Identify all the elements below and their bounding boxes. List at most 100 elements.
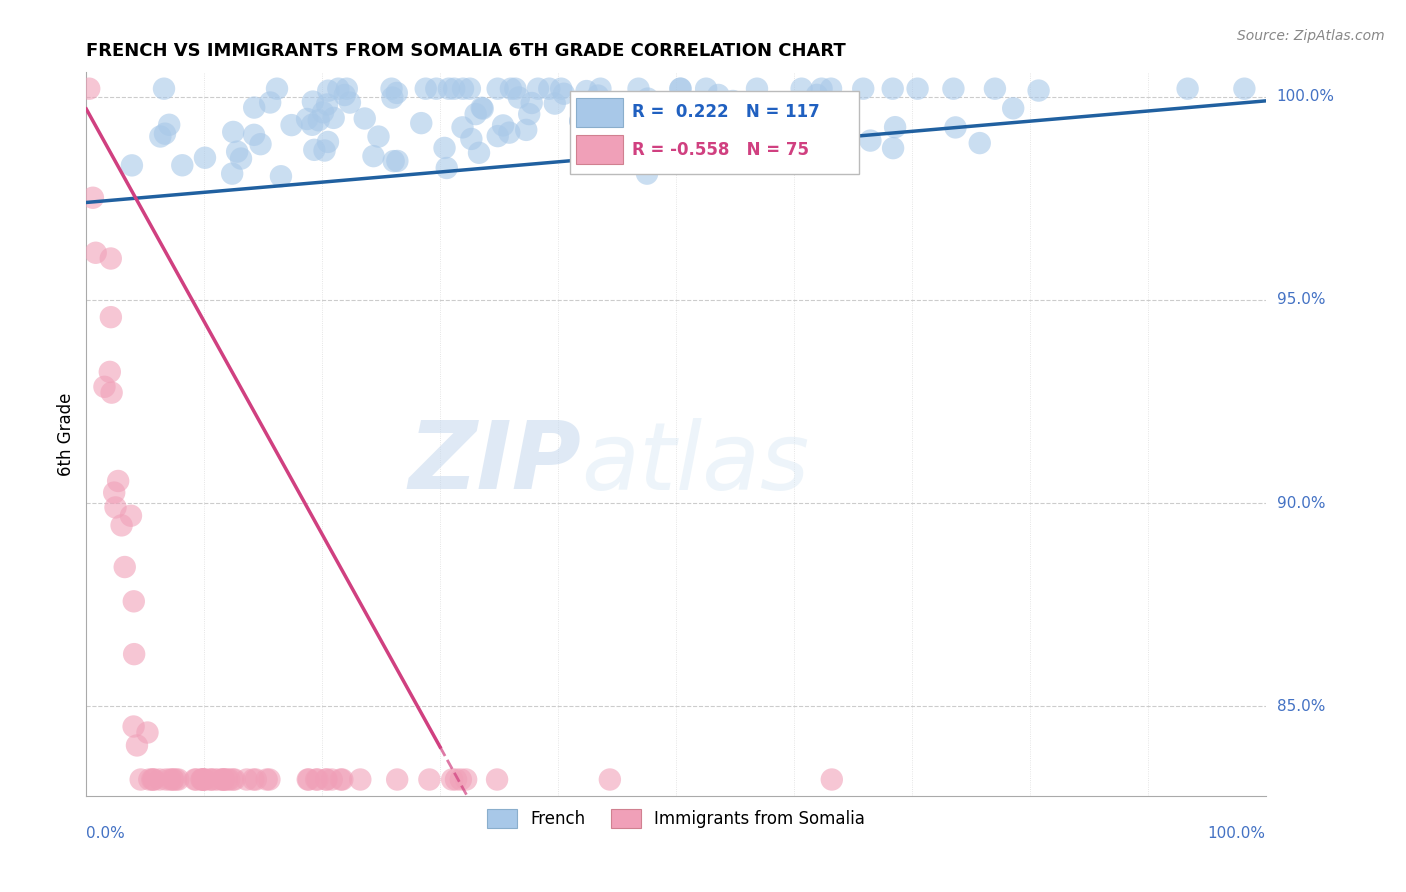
Point <box>499 81 522 95</box>
Point <box>456 772 478 787</box>
Point <box>444 772 467 787</box>
Point <box>122 719 145 733</box>
Point <box>191 772 214 787</box>
Point <box>316 135 339 149</box>
Point <box>297 772 319 787</box>
Point <box>305 772 328 787</box>
Point <box>460 132 482 146</box>
Point <box>790 81 813 95</box>
Point <box>200 772 222 787</box>
Point <box>695 81 717 95</box>
Point <box>636 167 658 181</box>
Text: 0.0%: 0.0% <box>86 826 125 841</box>
Point <box>336 81 359 95</box>
Point <box>721 94 744 108</box>
Point <box>141 772 163 787</box>
Point <box>98 365 121 379</box>
Point <box>436 161 458 175</box>
Point <box>162 772 184 787</box>
Point <box>222 772 245 787</box>
Point <box>637 92 659 106</box>
Text: 95.0%: 95.0% <box>1277 293 1326 308</box>
Text: 90.0%: 90.0% <box>1277 496 1326 511</box>
Point <box>301 118 323 132</box>
Point <box>295 112 318 126</box>
Point <box>93 380 115 394</box>
Text: FRENCH VS IMMIGRANTS FROM SOMALIA 6TH GRADE CORRELATION CHART: FRENCH VS IMMIGRANTS FROM SOMALIA 6TH GR… <box>86 42 846 60</box>
Point <box>304 143 326 157</box>
Point <box>810 81 832 95</box>
Text: R = -0.558   N = 75: R = -0.558 N = 75 <box>633 141 810 159</box>
Point <box>229 152 252 166</box>
Point <box>321 772 343 787</box>
Legend: French, Immigrants from Somalia: French, Immigrants from Somalia <box>481 802 872 834</box>
Point <box>114 560 136 574</box>
Point <box>544 96 567 111</box>
Point <box>333 88 356 103</box>
Point <box>193 772 215 787</box>
Point <box>138 772 160 787</box>
Point <box>984 81 1007 95</box>
Point <box>307 772 329 787</box>
Point <box>486 129 509 144</box>
Text: R =  0.222   N = 117: R = 0.222 N = 117 <box>633 103 820 121</box>
Point <box>634 95 657 110</box>
Point <box>425 81 447 95</box>
Point <box>100 252 122 266</box>
Point <box>468 145 491 160</box>
Point <box>202 772 225 787</box>
Point <box>155 772 177 787</box>
Point <box>159 772 181 787</box>
Point <box>720 122 742 136</box>
Point <box>125 739 148 753</box>
Point <box>443 81 465 95</box>
Point <box>821 772 844 787</box>
Point <box>339 95 361 110</box>
FancyBboxPatch shape <box>569 90 859 174</box>
Point <box>353 112 375 126</box>
Point <box>259 772 281 787</box>
Point <box>316 84 339 98</box>
Point <box>669 81 692 95</box>
Point <box>328 81 350 95</box>
Point <box>678 95 700 109</box>
Point <box>110 518 132 533</box>
Point <box>363 149 385 163</box>
Point <box>707 117 730 131</box>
Point <box>190 772 212 787</box>
Point <box>651 124 673 138</box>
Point <box>859 134 882 148</box>
Point <box>308 113 330 128</box>
Point <box>193 772 215 787</box>
Point <box>218 772 240 787</box>
Point <box>381 90 404 104</box>
Point <box>569 113 592 128</box>
Point <box>243 101 266 115</box>
Point <box>437 81 460 95</box>
Point <box>575 84 598 98</box>
Point <box>550 81 572 95</box>
Point <box>167 772 190 787</box>
Point <box>450 772 472 787</box>
Point <box>882 141 904 155</box>
Point <box>200 772 222 787</box>
Point <box>707 136 730 151</box>
Point <box>969 136 991 150</box>
Point <box>717 120 740 134</box>
Point <box>165 772 187 787</box>
Point <box>243 128 266 142</box>
Point <box>107 474 129 488</box>
Point <box>627 81 650 95</box>
Point <box>270 169 292 184</box>
Point <box>184 772 207 787</box>
Point <box>385 86 408 100</box>
Point <box>433 141 456 155</box>
Point <box>498 126 520 140</box>
Point <box>569 114 592 128</box>
Point <box>349 772 371 787</box>
Point <box>315 772 337 787</box>
Point <box>330 772 353 787</box>
Point <box>136 725 159 739</box>
Point <box>882 81 904 95</box>
Point <box>162 772 184 787</box>
